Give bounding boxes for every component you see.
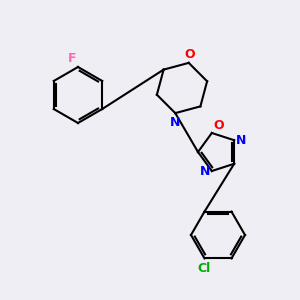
Text: N: N: [236, 134, 247, 147]
Text: N: N: [200, 164, 210, 178]
Text: O: O: [184, 48, 195, 61]
Text: O: O: [214, 119, 224, 132]
Text: F: F: [68, 52, 76, 65]
Text: Cl: Cl: [197, 262, 210, 275]
Text: N: N: [170, 116, 181, 129]
